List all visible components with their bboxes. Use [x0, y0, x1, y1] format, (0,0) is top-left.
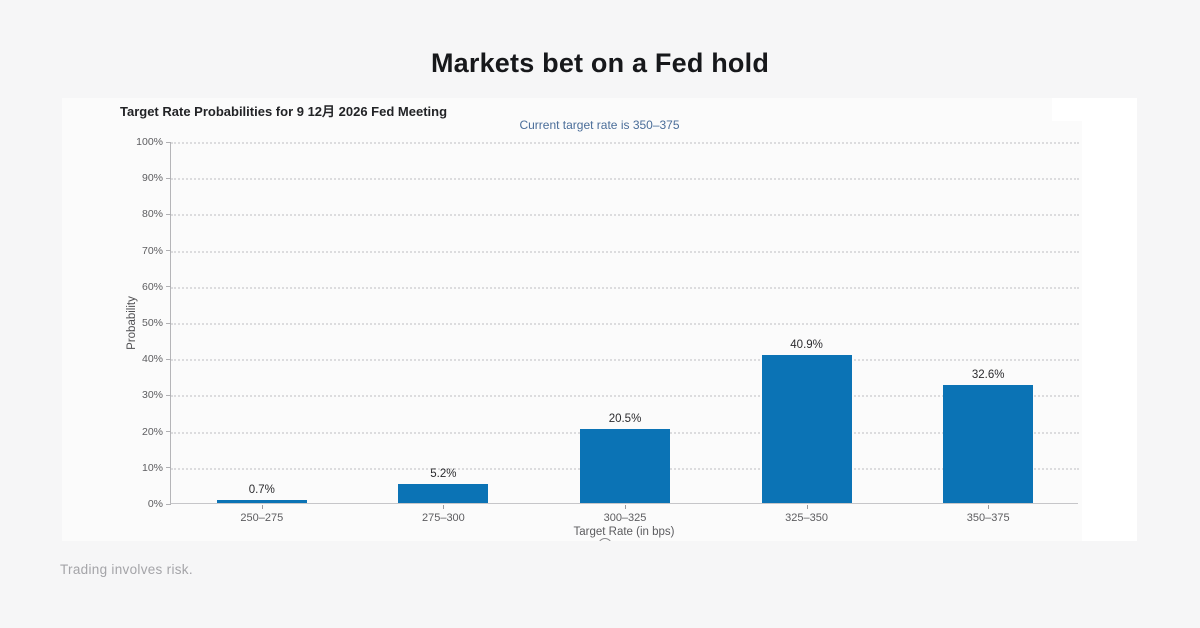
y-tick-mark: [166, 177, 171, 179]
bar-value-label: 32.6%: [971, 368, 1005, 381]
y-tick-label: 40%: [141, 353, 163, 366]
x-tick-mark: [625, 505, 626, 509]
y-tick-mark: [166, 141, 171, 143]
gridline: [171, 250, 1079, 253]
bar: [216, 500, 307, 503]
y-tick-label: 30%: [141, 389, 163, 402]
bar-value-label: 0.7%: [248, 484, 275, 497]
y-tick-mark: [166, 394, 171, 396]
disclaimer-text: Trading involves risk.: [60, 562, 193, 577]
gridline: [171, 395, 1079, 398]
page-title: Markets bet on a Fed hold: [430, 48, 770, 78]
x-tick-mark: [443, 505, 445, 509]
y-tick-label: 0%: [147, 498, 163, 510]
y-tick-label: 70%: [141, 244, 163, 257]
gridline: [171, 323, 1079, 325]
bar-value-label: 5.2%: [430, 468, 457, 481]
x-axis-title: Target Rate (in bps): [573, 526, 675, 538]
y-axis-title: Probability: [126, 296, 138, 350]
y-tick-mark: [166, 322, 171, 324]
watermark-cover-right: [1082, 98, 1137, 541]
x-tick-mark: [806, 505, 808, 509]
gridline: [171, 286, 1079, 289]
x-tick-label: 325–350: [785, 512, 828, 524]
x-tick-mark: [988, 505, 990, 509]
y-tick-label: 20%: [141, 425, 163, 438]
chart-subtitle: Current target rate is 350–375: [519, 118, 680, 132]
y-tick-mark: [166, 431, 171, 433]
x-tick-label: 300–325: [603, 512, 647, 524]
clipped-circle-glyph: [598, 538, 612, 541]
y-tick-mark: [166, 250, 171, 252]
x-tick-mark: [261, 505, 263, 509]
y-tick-label: 10%: [141, 461, 163, 474]
x-tick-label: 250–275: [240, 512, 284, 524]
x-tick-label: 350–375: [966, 512, 1010, 524]
y-tick-mark: [166, 286, 171, 288]
chart-card: Target Rate Probabilities for 9 12月 2026…: [62, 98, 1137, 541]
bar: [398, 484, 489, 503]
chart-title: Target Rate Probabilities for 9 12月 2026…: [120, 104, 448, 119]
plot-area: 0% 10% 20% 30% 40% 50% 60% 70% 80% 90% 100% 0.7% 250…: [136, 136, 1079, 524]
gridline: [171, 359, 1079, 362]
y-tick-label: 100%: [136, 136, 163, 148]
y-tick-label: 50%: [141, 317, 163, 329]
y-tick-mark: [166, 467, 171, 469]
y-tick-mark: [166, 358, 171, 360]
y-tick-label: 60%: [141, 280, 163, 293]
bar: [580, 428, 670, 503]
bar: [943, 385, 1034, 503]
x-tick-label: 275–300: [421, 512, 465, 524]
bar-value-label: 40.9%: [790, 338, 823, 351]
y-tick-mark: [166, 503, 171, 505]
watermark-cover-top: [1052, 98, 1137, 121]
gridline: [171, 178, 1079, 181]
gridline: [171, 142, 1079, 144]
y-tick-mark: [166, 213, 171, 215]
y-tick-label: 90%: [141, 172, 163, 185]
bar: [761, 354, 852, 503]
y-tick-label: 80%: [141, 208, 163, 221]
bar-value-label: 20.5%: [608, 412, 642, 425]
gridline: [171, 214, 1079, 217]
